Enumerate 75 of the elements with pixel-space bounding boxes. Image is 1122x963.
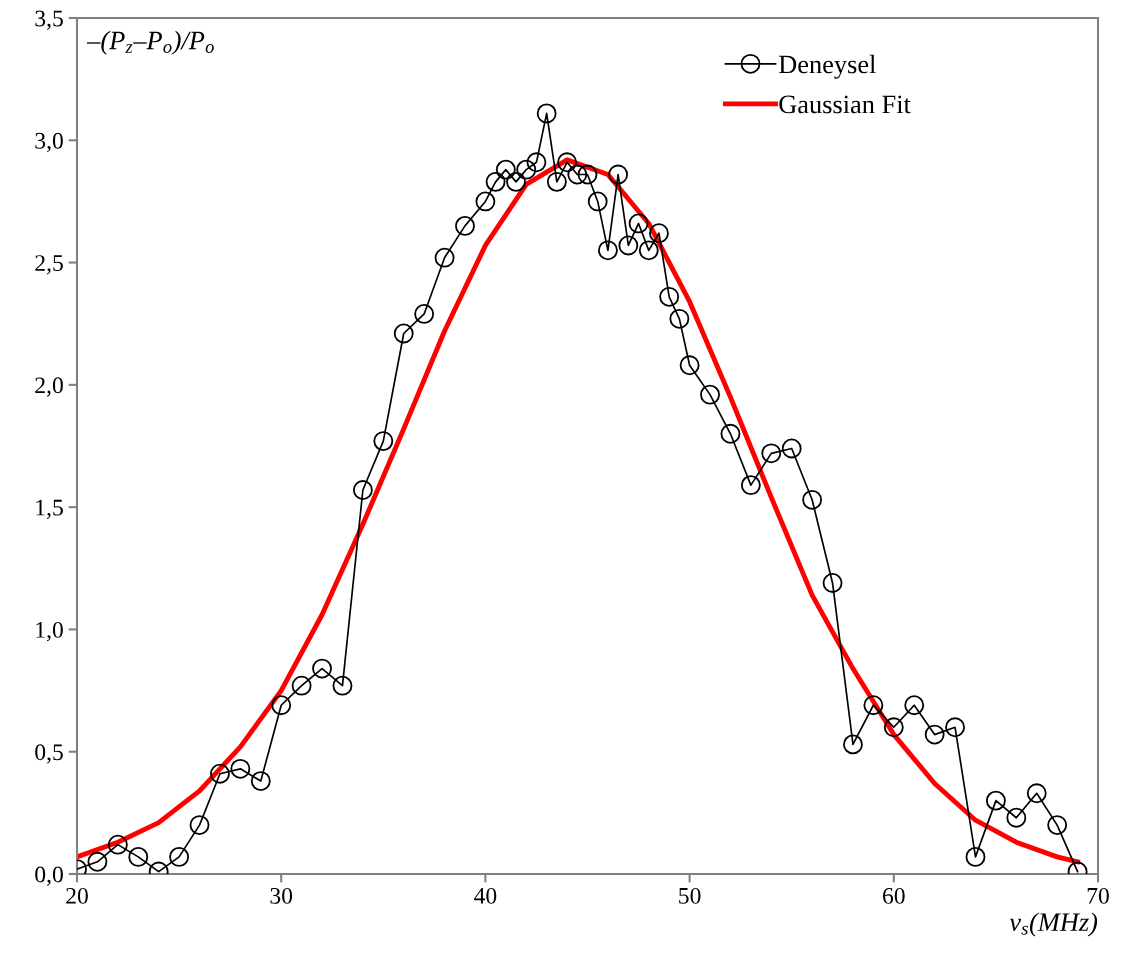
x-axis-title: v$_{s}$(MHz) [1009, 912, 1098, 937]
point [536, 103, 557, 124]
point [332, 675, 353, 696]
point [669, 308, 690, 329]
point [761, 443, 782, 464]
point [628, 213, 649, 234]
point [393, 323, 414, 344]
point [506, 171, 526, 192]
x-tick-label: 40 [474, 887, 497, 904]
point [230, 758, 251, 779]
point [87, 851, 108, 872]
point [312, 658, 332, 679]
point [128, 846, 149, 867]
point [352, 480, 373, 500]
point [843, 734, 863, 755]
legend-label: Gaussian Fit [779, 95, 911, 114]
point [679, 355, 700, 376]
point [618, 235, 639, 256]
point [189, 815, 210, 836]
point [587, 191, 608, 212]
point [924, 724, 945, 745]
y-tick-label: 2,5 [35, 255, 63, 275]
y-tick-label: 1,0 [36, 621, 63, 642]
point [1026, 783, 1047, 804]
point [250, 771, 271, 791]
point [904, 695, 925, 716]
point [1047, 815, 1068, 836]
x-tick-label: 30 [270, 887, 293, 904]
point [649, 223, 669, 244]
point [526, 152, 547, 173]
point [475, 191, 496, 212]
point [985, 790, 1006, 811]
x-tick-label: 60 [883, 887, 905, 904]
y-tick-label: 2,0 [35, 377, 63, 397]
point [597, 240, 618, 261]
point [373, 431, 394, 452]
point [546, 171, 567, 192]
point [781, 438, 802, 459]
point [516, 159, 537, 180]
point [495, 159, 516, 180]
point [720, 423, 741, 444]
x-tick-label: 20 [66, 887, 88, 904]
point [608, 164, 629, 185]
point [700, 384, 720, 405]
point [291, 675, 312, 696]
point [434, 247, 455, 268]
y-tick-label: 0,0 [35, 866, 63, 886]
point [455, 215, 475, 236]
x-tick-label: 50 [679, 887, 701, 904]
point [945, 717, 965, 738]
point [863, 695, 884, 716]
point [210, 763, 230, 784]
point [1006, 807, 1027, 828]
point [883, 717, 904, 738]
point [965, 846, 986, 867]
point [822, 573, 843, 593]
point [414, 303, 435, 324]
y-tick-label: 3,5 [35, 10, 63, 30]
legend-label: Deneysel [778, 54, 876, 79]
point [567, 164, 588, 185]
y-tick-label: 0,5 [35, 744, 63, 764]
point [659, 286, 680, 307]
point [577, 164, 598, 185]
point [107, 834, 128, 855]
y-tick-label: 3,0 [35, 132, 63, 153]
point [557, 152, 578, 173]
point [802, 489, 823, 510]
x-tick-label: 70 [1087, 887, 1109, 904]
point [271, 695, 292, 716]
point [740, 475, 761, 496]
y-axis-title: –(P$_{z}$–P$_{o}$)/P$_{o}$ [87, 30, 214, 55]
point [638, 240, 659, 261]
y-tick-label: 1,5 [36, 499, 63, 519]
point [485, 171, 506, 192]
point [169, 846, 190, 867]
